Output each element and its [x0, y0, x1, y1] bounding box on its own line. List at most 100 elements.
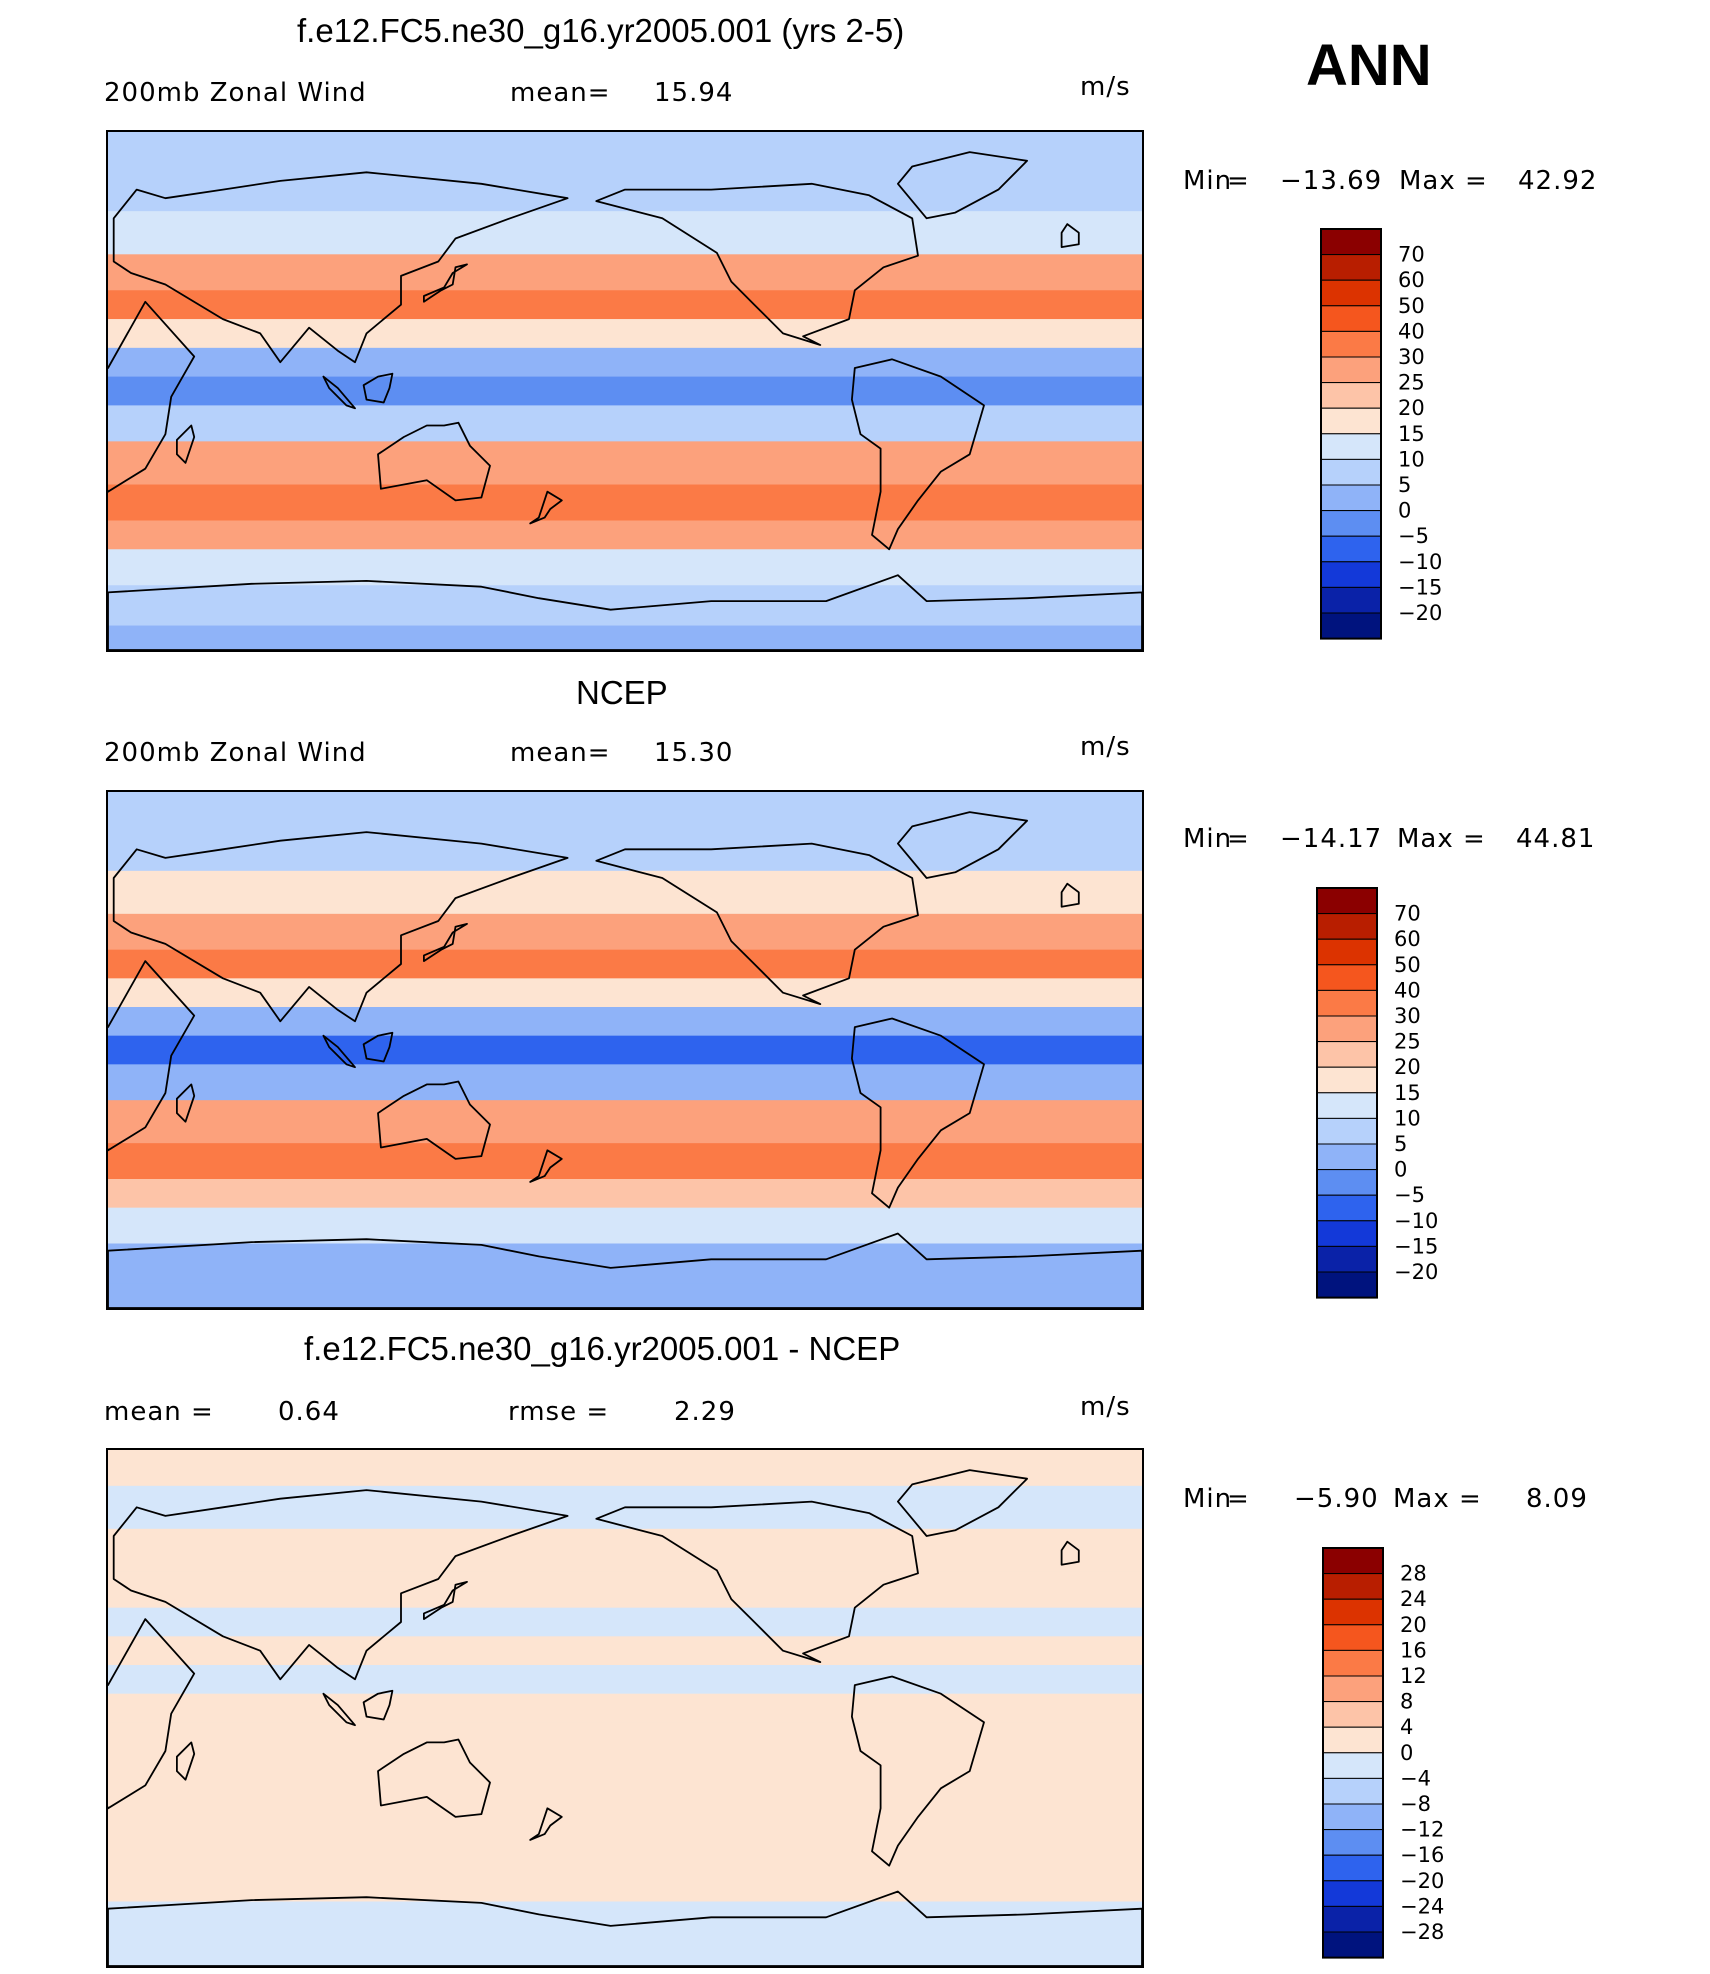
panel-3-max-eq: = [1459, 1484, 1482, 1514]
colorbar-tick-label-9: 5 [1394, 1132, 1407, 1156]
colorbar-box-9 [1320, 458, 1382, 486]
colorbar-box-13 [1322, 1880, 1384, 1907]
colorbar-box-14 [1316, 1245, 1378, 1273]
colorbar-box-3 [1322, 1624, 1384, 1651]
coastline-borneo [362, 1689, 394, 1721]
panel-2-min-label: Min [1183, 824, 1233, 854]
colorbar-tick-label-9: −8 [1400, 1792, 1431, 1816]
zonal-band-lat-55 [108, 870, 1142, 915]
colorbar-tick-label-2: 20 [1400, 1613, 1427, 1637]
colorbar-tick-label-7: 0 [1400, 1741, 1413, 1765]
panel-3-max-label: Max [1393, 1484, 1450, 1514]
colorbar-tick-label-1: 60 [1394, 927, 1421, 951]
panel-1-map [106, 130, 1144, 652]
colorbar-tick-label-1: 60 [1398, 268, 1425, 292]
colorbar-box-7 [1320, 407, 1382, 435]
coastline-sumatra [322, 1034, 356, 1069]
colorbar-box-11 [1320, 510, 1382, 537]
zonal-band-lat--60 [108, 1207, 1142, 1244]
panel-3-min-eq: = [1227, 1484, 1250, 1514]
zonal-band-lat--50 [108, 1837, 1142, 1867]
panel-1-title: f.e12.FC5.ne30_g16.yr2005.001 (yrs 2-5) [297, 12, 905, 49]
zonal-band-lat-55 [108, 211, 1142, 255]
colorbar-box-0 [1316, 887, 1378, 915]
zonal-band-lat--75 [108, 585, 1142, 627]
panel-1-max-eq: = [1465, 166, 1488, 196]
zonal-band-lat-10 [108, 347, 1142, 378]
colorbar-tick-label-13: −15 [1398, 575, 1442, 599]
colorbar-box-6 [1322, 1701, 1384, 1728]
colorbar-box-10 [1320, 484, 1382, 512]
zonal-band-lat--60 [108, 1865, 1142, 1902]
colorbar-tick-label-12: −10 [1394, 1209, 1438, 1233]
zonal-band-lat-20 [108, 319, 1142, 349]
zonal-band-lat-55 [108, 1528, 1142, 1573]
zonal-band-lat--40 [108, 1801, 1142, 1838]
coastline-north-america [595, 842, 919, 1006]
panel-2-max-value: 44.81 [1516, 824, 1596, 854]
colorbar-tick-label-5: 8 [1400, 1690, 1413, 1714]
colorbar-box-15 [1322, 1931, 1384, 1959]
colorbar-box-10 [1322, 1803, 1384, 1831]
colorbar-box-1 [1320, 254, 1382, 281]
coastline-greenland [897, 151, 1028, 220]
zonal-band-lat-10 [108, 1665, 1142, 1695]
coastline-uk [1060, 882, 1080, 908]
colorbar-tick-label-7: 15 [1398, 422, 1425, 446]
zonal-band-lat--88 [108, 1283, 1142, 1308]
colorbar-tick-label-3: 16 [1400, 1638, 1427, 1662]
colorbar-box-4 [1322, 1649, 1384, 1677]
panel-3-rmse-label: rmse = [508, 1397, 610, 1427]
panel-3-title: f.e12.FC5.ne30_g16.yr2005.001 - NCEP [304, 1330, 901, 1367]
colorbar-box-9 [1322, 1777, 1384, 1805]
colorbar-tick-label-7: 15 [1394, 1081, 1421, 1105]
zonal-band-lat--88 [108, 625, 1142, 650]
colorbar-box-0 [1320, 228, 1382, 256]
panel-2-max-label: Max [1397, 824, 1454, 854]
panel-2-mean-value: 15.30 [654, 738, 734, 768]
coastline-madagascar [176, 424, 196, 464]
colorbar-tick-label-4: 30 [1394, 1004, 1421, 1028]
colorbar-box-4 [1316, 989, 1378, 1017]
colorbar-tick-label-6: 20 [1398, 396, 1425, 420]
coastline-sumatra [322, 1692, 356, 1727]
zonal-band-lat--10 [108, 1064, 1142, 1101]
colorbar-box-15 [1320, 612, 1382, 640]
colorbar-box-3 [1320, 305, 1382, 332]
panel-1-units: m/s [1080, 72, 1131, 102]
colorbar-box-10 [1316, 1143, 1378, 1171]
coastline-south-america [851, 1675, 985, 1867]
zonal-band-lat--75 [108, 1901, 1142, 1943]
panel-2-map-svg [108, 792, 1142, 1308]
zonal-band-lat-20 [108, 1636, 1142, 1666]
colorbar-box-2 [1316, 938, 1378, 966]
coastline-north-america [595, 1500, 919, 1664]
colorbar-tick-label-10: 0 [1398, 499, 1411, 523]
colorbar-tick-label-14: −20 [1394, 1260, 1438, 1284]
panel-3-max-value: 8.09 [1526, 1484, 1588, 1514]
colorbar-frame [1322, 1547, 1384, 1959]
colorbar-frame [1316, 887, 1378, 1299]
panel-3-units: m/s [1080, 1392, 1131, 1422]
colorbar-tick-label-8: −4 [1400, 1766, 1431, 1790]
panel-2-mean-label: mean= [510, 738, 611, 768]
colorbar-box-13 [1316, 1220, 1378, 1247]
zonal-band-lat-30 [108, 1607, 1142, 1637]
panel-3-map-svg [108, 1450, 1142, 1966]
colorbar-tick-label-0: 70 [1394, 902, 1421, 926]
colorbar-box-9 [1316, 1117, 1378, 1145]
zonal-band-lat--88 [108, 1941, 1142, 1966]
zonal-band-lat--10 [108, 1722, 1142, 1759]
coastline-south-america [851, 358, 985, 551]
coastline-south-america [851, 1017, 985, 1209]
coastline-africa [108, 1618, 196, 1810]
panel-3-min-label: Min [1183, 1484, 1233, 1514]
colorbar-tick-label-6: 20 [1394, 1055, 1421, 1079]
panel-3-mean-label: mean = [104, 1397, 214, 1427]
colorbar-box-6 [1320, 382, 1382, 409]
zonal-band-lat--50 [108, 520, 1142, 550]
panel-3-map [106, 1448, 1144, 1968]
coastline-new-zealand [529, 1149, 563, 1183]
colorbar-tick-label-5: 25 [1394, 1030, 1421, 1054]
coastline-antarctica [108, 574, 1142, 650]
